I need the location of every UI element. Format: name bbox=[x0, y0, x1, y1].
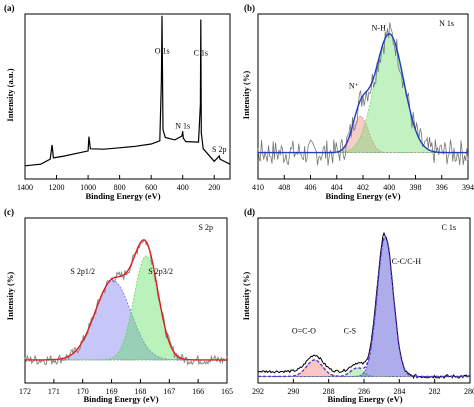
panel-b-xtick-label: 410 bbox=[252, 183, 264, 192]
panel-d-xtick-label: 292 bbox=[252, 387, 264, 396]
panel-c-ylabel: Intensity (%) bbox=[5, 272, 15, 321]
panel-c-peak-label: S 2p1/2 bbox=[70, 267, 95, 276]
panel-c-xtick-label: 165 bbox=[221, 387, 233, 396]
panel-d-xtick-label: 282 bbox=[429, 387, 441, 396]
panel-c-xlabel: Binding Energy (eV) bbox=[83, 394, 158, 404]
panel-a-xtick-label: 600 bbox=[145, 183, 157, 192]
panel-a-xlabel: Binding Energy (eV) bbox=[85, 191, 160, 201]
panel-b-xtick-label: 398 bbox=[410, 183, 422, 192]
panel-a-ylabel: Intensity (a.u.) bbox=[5, 68, 15, 121]
panel-a-xtick-label: 200 bbox=[208, 183, 220, 192]
panel-a-label: (a) bbox=[4, 3, 15, 13]
panel-d-component-c-c-c-h bbox=[258, 235, 470, 377]
panel-a-xtick-label: 1400 bbox=[17, 183, 33, 192]
panel-d-ylabel: Intensity (%) bbox=[241, 272, 251, 321]
panel-c-xtick-label: 171 bbox=[48, 387, 60, 396]
panel-a-xtick-label: 800 bbox=[114, 183, 126, 192]
panel-c-frame bbox=[24, 217, 228, 384]
panel-c-xtick-label: 168 bbox=[134, 387, 146, 396]
panel-b: (b) Intensity (%) Binding Energy (eV) 41… bbox=[241, 3, 474, 201]
panel-b-xtick-label: 394 bbox=[462, 183, 474, 192]
panel-c: (c) Intensity (%) Binding Energy (eV) 17… bbox=[4, 207, 233, 404]
panel-b-fit-line bbox=[258, 33, 468, 154]
panel-a-peak-label: O 1s bbox=[155, 47, 170, 56]
panel-b-ylabel: Intensity (%) bbox=[241, 71, 251, 120]
panel-c-xtick-label: 167 bbox=[163, 387, 175, 396]
panel-b-component-n-h bbox=[258, 33, 468, 153]
panel-d-peak-label: C-C/C-H bbox=[392, 257, 422, 266]
panel-b-peak-label: N-H bbox=[372, 24, 386, 33]
panel-c-title: S 2p bbox=[199, 223, 213, 232]
panel-d-title: C 1s bbox=[442, 223, 456, 232]
panel-c-peak-label: S 2p3/2 bbox=[148, 267, 173, 276]
panel-d-frame bbox=[257, 217, 471, 384]
panel-d-peak-label: C-S bbox=[344, 327, 356, 336]
panel-a-xtick-label: 1200 bbox=[49, 183, 65, 192]
panel-b-xtick-label: 404 bbox=[331, 183, 343, 192]
panel-b-peak-label: N⁺ bbox=[349, 81, 359, 90]
panel-c-label: (c) bbox=[4, 207, 14, 217]
panel-d-xtick-label: 284 bbox=[393, 387, 405, 396]
panel-b-xtick-label: 408 bbox=[278, 183, 290, 192]
panel-a-peak-label: C 1s bbox=[194, 48, 208, 57]
panel-a: (a) Intensity (a.u.) Binding Energy (eV)… bbox=[4, 3, 231, 201]
panel-c-xtick-label: 172 bbox=[19, 387, 31, 396]
panel-b-xlabel: Binding Energy (eV) bbox=[325, 191, 400, 201]
panel-d-fit-line bbox=[258, 234, 470, 378]
panel-c-raw-line bbox=[24, 239, 228, 367]
panel-d: (d) Intensity (%) Binding Energy (eV) 29… bbox=[241, 207, 474, 404]
panel-c-xtick-label: 170 bbox=[77, 387, 89, 396]
panel-d-xtick-label: 288 bbox=[323, 387, 335, 396]
panel-b-xtick-label: 400 bbox=[383, 183, 395, 192]
panel-a-peak-label: S 2p bbox=[212, 145, 226, 154]
panel-c-xtick-label: 166 bbox=[192, 387, 204, 396]
panel-d-label: (d) bbox=[244, 207, 255, 217]
panel-d-xtick-label: 290 bbox=[287, 387, 299, 396]
panel-b-xtick-label: 396 bbox=[436, 183, 448, 192]
panel-a-frame bbox=[24, 13, 231, 180]
panel-b-xtick-label: 406 bbox=[305, 183, 317, 192]
panel-b-title: N 1s bbox=[439, 19, 454, 28]
panel-b-xtick-label: 402 bbox=[357, 183, 369, 192]
panel-d-xlabel: Binding Energy (eV) bbox=[327, 394, 402, 404]
panel-a-peak-label: N 1s bbox=[175, 122, 190, 131]
panel-d-raw-line bbox=[257, 231, 471, 379]
panel-d-peak-label: O=C-O bbox=[292, 327, 316, 336]
panel-c-xtick-label: 169 bbox=[106, 387, 118, 396]
panel-a-xtick-label: 1000 bbox=[80, 183, 96, 192]
panel-b-label: (b) bbox=[244, 3, 255, 13]
panel-c-fit-line bbox=[25, 239, 227, 361]
panel-d-xtick-label: 280 bbox=[464, 387, 474, 396]
panel-a-xtick-label: 400 bbox=[177, 183, 189, 192]
panel-a-spectrum-line bbox=[24, 15, 231, 167]
panel-d-xtick-label: 286 bbox=[358, 387, 370, 396]
